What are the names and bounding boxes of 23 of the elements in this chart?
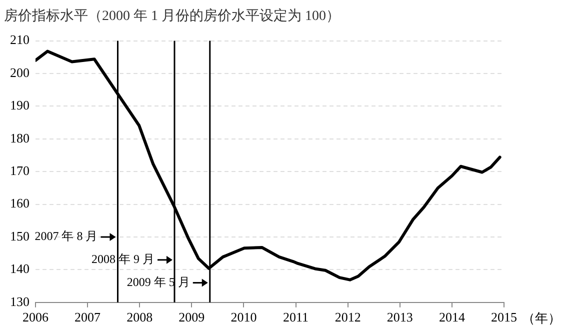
y-tick-label: 190	[10, 98, 30, 113]
ref-line-label: 2008 年 9 月	[91, 252, 154, 266]
ref-line-label: 2007 年 8 月	[34, 229, 98, 244]
x-tick-label: 2010	[230, 310, 257, 325]
y-tick-label: 140	[10, 261, 30, 276]
y-tick-label: 130	[10, 294, 30, 309]
x-axis-title: （年）	[522, 310, 561, 326]
x-tick-label: 2015	[491, 310, 517, 325]
y-tick-label: 210	[10, 32, 30, 48]
y-tick-label: 150	[10, 228, 30, 244]
y-tick-label: 180	[10, 130, 30, 146]
x-tick-label: 2008	[126, 310, 153, 325]
x-tick-label: 2011	[283, 310, 309, 325]
x-tick-label: 2006	[22, 310, 49, 325]
x-tick-label: 2007	[74, 310, 102, 325]
y-tick-label: 170	[10, 163, 30, 178]
x-tick-label: 2009	[178, 310, 205, 325]
x-tick-label: 2012	[334, 310, 361, 325]
y-tick-label: 200	[10, 64, 30, 80]
x-tick-label: 2013	[386, 310, 413, 325]
chart-title: 房价指标水平（2000 年 1 月份的房价水平设定为 100）	[4, 8, 340, 24]
y-tick-label: 160	[10, 196, 30, 211]
x-tick-label: 2014	[438, 310, 466, 325]
